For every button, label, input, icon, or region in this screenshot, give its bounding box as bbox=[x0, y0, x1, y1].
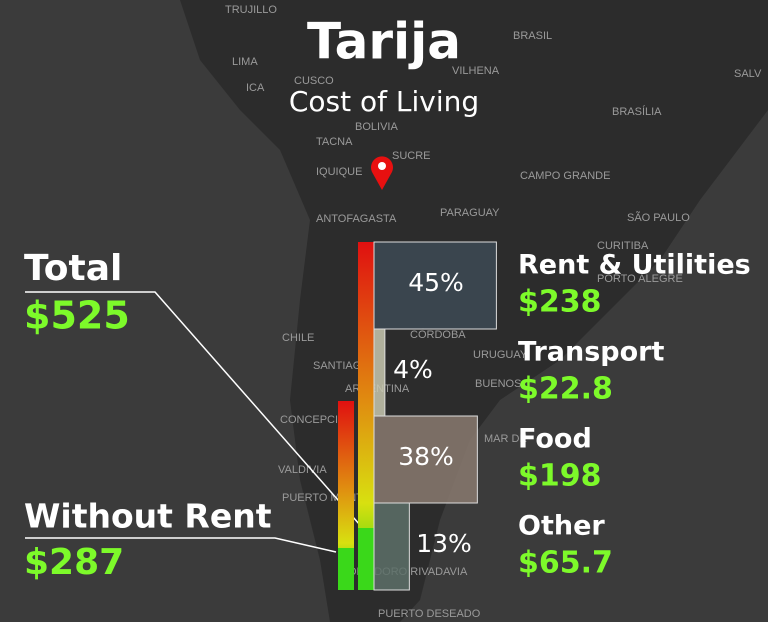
map-label: CÓRDOBA bbox=[410, 328, 466, 341]
item-amount: $238 bbox=[518, 285, 602, 320]
map-label: TACNA bbox=[316, 136, 353, 148]
total-bar-base bbox=[358, 528, 374, 590]
subtitle: Cost of Living bbox=[289, 85, 479, 118]
map-label: SANTIAGO bbox=[313, 360, 370, 372]
map-label: TRUJILLO bbox=[225, 4, 277, 16]
map-label: BRASIL bbox=[513, 30, 552, 42]
map-label: CURITIBA bbox=[597, 240, 649, 252]
item-name: Transport bbox=[518, 337, 664, 368]
share-box bbox=[373, 328, 386, 417]
pin-dot bbox=[378, 162, 386, 170]
without-rent-amount: $287 bbox=[24, 542, 124, 583]
map-label: MAR DE bbox=[484, 433, 527, 445]
map-label: CUSCO bbox=[294, 75, 334, 87]
map-label: URUGUAY bbox=[473, 349, 528, 361]
share-box bbox=[373, 241, 497, 330]
title: Tarija bbox=[307, 13, 461, 71]
map-label: IQUIQUE bbox=[316, 166, 362, 178]
map-label: CONCEPCIÓN bbox=[280, 413, 355, 426]
map-label: SUCRE bbox=[392, 150, 431, 162]
item-name: Other bbox=[518, 511, 605, 542]
location-pin bbox=[371, 156, 394, 190]
item-amount: $65.7 bbox=[518, 546, 613, 581]
map-label: PARAGUAY bbox=[440, 207, 500, 219]
without-rent-bar bbox=[338, 401, 354, 590]
map-label: PUERTO MONTT bbox=[282, 492, 370, 504]
map-label: SALV bbox=[734, 68, 762, 80]
item-name: Food bbox=[518, 424, 592, 455]
map-label: PUERTO DESEADO bbox=[378, 608, 481, 620]
map-label: VALDIVIA bbox=[278, 464, 327, 476]
share-label: 13% bbox=[416, 529, 472, 558]
share-box bbox=[373, 502, 410, 591]
map-label: LIMA bbox=[232, 56, 258, 68]
total-bar bbox=[358, 242, 374, 590]
share-label: 45% bbox=[408, 268, 464, 297]
without-rent-pointer bbox=[25, 537, 337, 553]
map-label: CAMPO GRANDE bbox=[520, 170, 610, 182]
item-name: Rent & Utilities bbox=[518, 250, 751, 281]
share-label: 38% bbox=[398, 442, 454, 471]
map-label: BOLIVIA bbox=[355, 121, 398, 133]
without-rent-bar-base bbox=[338, 548, 354, 590]
share-box bbox=[373, 415, 478, 504]
map-label: VILHENA bbox=[452, 65, 500, 77]
total-pointer bbox=[25, 291, 361, 526]
item-amount: $22.8 bbox=[518, 372, 613, 407]
map-label: SÃO PAULO bbox=[627, 211, 690, 224]
map-label: BUENOS bbox=[475, 378, 521, 390]
map-label: PORTO ALEGRE bbox=[597, 273, 683, 285]
map-label: BRASÍLIA bbox=[612, 105, 662, 118]
map-label: ICA bbox=[246, 82, 265, 94]
share-label: 4% bbox=[393, 355, 433, 384]
item-amount: $198 bbox=[518, 459, 602, 494]
total-amount: $525 bbox=[24, 294, 130, 338]
total-label: Total bbox=[24, 248, 122, 289]
map-label: CHILE bbox=[282, 332, 314, 344]
without-rent-label: Without Rent bbox=[24, 497, 272, 536]
map-label: ANTOFAGASTA bbox=[316, 213, 397, 225]
